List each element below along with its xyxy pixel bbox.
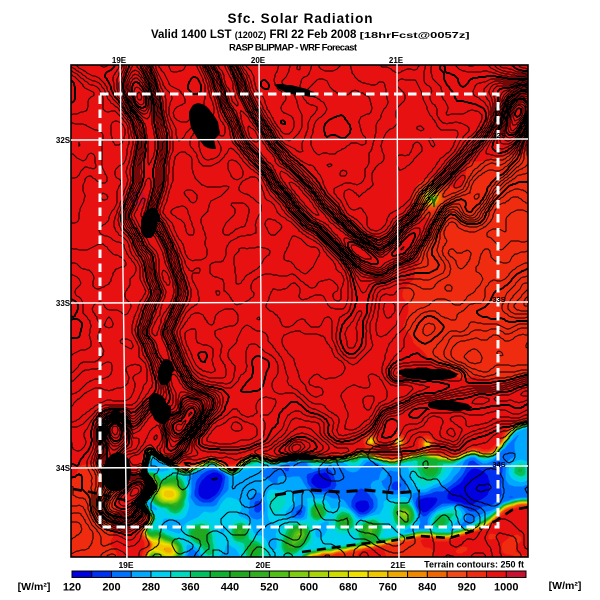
svg-text:520: 520 bbox=[260, 582, 278, 594]
svg-text:20E: 20E bbox=[255, 560, 270, 570]
svg-text:120: 120 bbox=[63, 582, 81, 594]
svg-text:34S: 34S bbox=[492, 460, 505, 469]
svg-text:32S: 32S bbox=[492, 131, 505, 140]
svg-text:33S: 33S bbox=[492, 295, 505, 304]
svg-text:600: 600 bbox=[300, 582, 318, 594]
svg-text:20E: 20E bbox=[251, 56, 266, 65]
svg-text:34S: 34S bbox=[56, 464, 71, 473]
svg-text:840: 840 bbox=[418, 582, 436, 594]
svg-text:[W/m²]: [W/m²] bbox=[549, 580, 582, 592]
svg-text:19E: 19E bbox=[112, 56, 127, 65]
svg-text:920: 920 bbox=[458, 582, 476, 594]
svg-text:440: 440 bbox=[221, 582, 239, 594]
svg-text:360: 360 bbox=[181, 582, 199, 594]
svg-text:[W/m²]: [W/m²] bbox=[18, 581, 51, 593]
svg-text:680: 680 bbox=[339, 582, 357, 594]
svg-text:Terrain contours: 250 ft: Terrain contours: 250 ft bbox=[424, 560, 524, 570]
svg-text:200: 200 bbox=[102, 582, 120, 594]
svg-text:Sfc. Solar Radiation: Sfc. Solar Radiation bbox=[228, 11, 373, 26]
svg-text:21E: 21E bbox=[390, 560, 405, 570]
svg-text:280: 280 bbox=[142, 582, 160, 594]
svg-text:19E: 19E bbox=[118, 560, 133, 570]
svg-text:760: 760 bbox=[379, 582, 397, 594]
svg-text:32S: 32S bbox=[56, 136, 71, 145]
svg-text:RASP BLIPMAP - WRF Forecast: RASP BLIPMAP - WRF Forecast bbox=[229, 43, 358, 54]
svg-text:Valid 1400 LST (1200Z) FRI 22: Valid 1400 LST (1200Z) FRI 22 Feb 2008 [… bbox=[151, 29, 470, 41]
svg-text:21E: 21E bbox=[389, 56, 404, 65]
svg-text:33S: 33S bbox=[56, 299, 71, 308]
svg-text:1000: 1000 bbox=[494, 582, 518, 594]
